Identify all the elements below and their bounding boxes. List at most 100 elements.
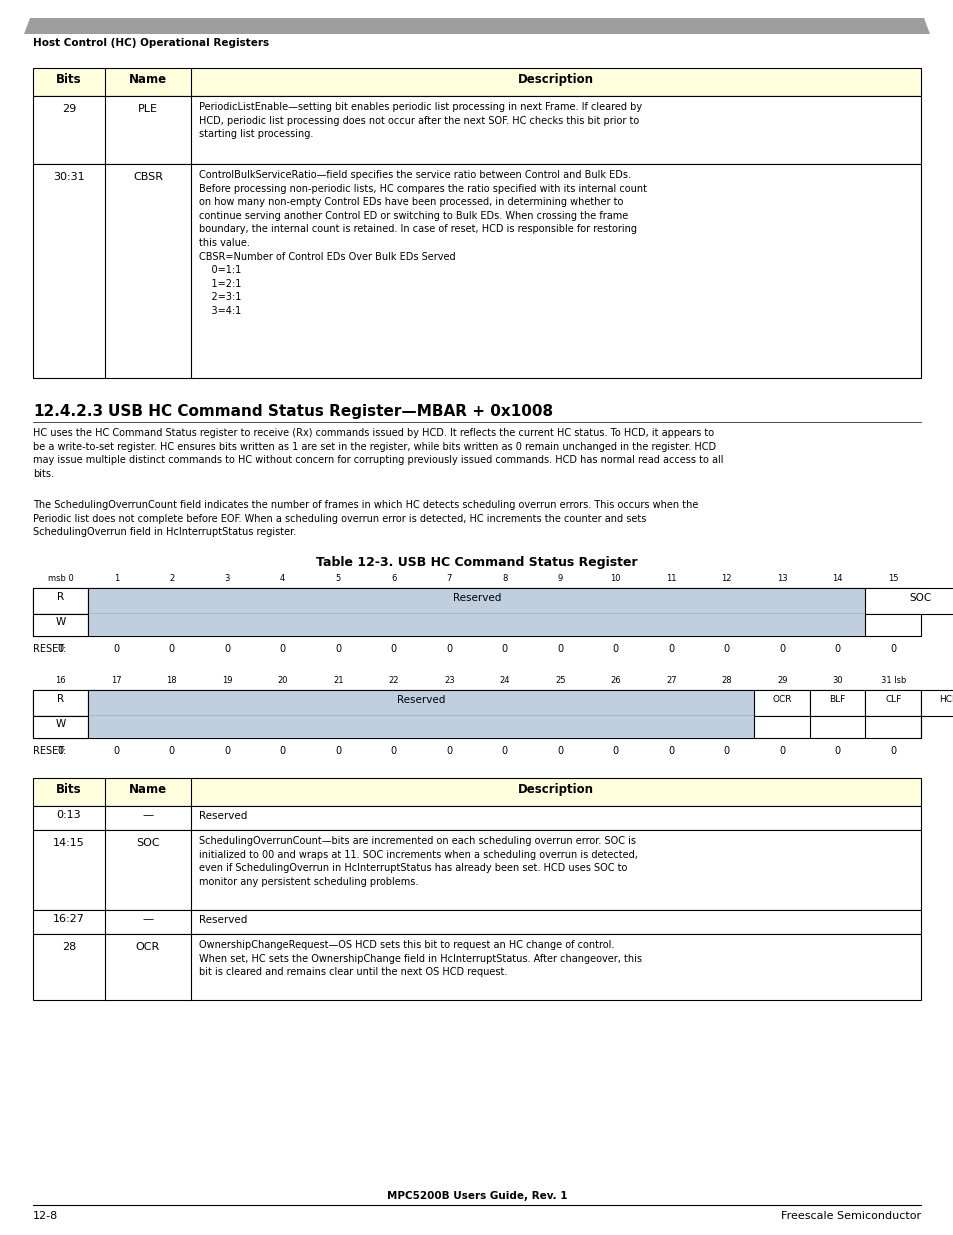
Text: HC uses the HC Command Status register to receive (Rx) commands issued by HCD. I: HC uses the HC Command Status register t… <box>33 429 722 479</box>
Text: SOC: SOC <box>136 839 160 848</box>
Text: RESET:: RESET: <box>33 643 66 655</box>
Bar <box>754 690 809 716</box>
Text: 0: 0 <box>889 746 896 756</box>
Text: 14: 14 <box>832 574 842 583</box>
Bar <box>33 614 89 636</box>
Text: Table 12-3. USB HC Command Status Register: Table 12-3. USB HC Command Status Regist… <box>315 556 638 569</box>
Text: 0: 0 <box>169 746 174 756</box>
Text: 30: 30 <box>832 676 842 685</box>
Text: 20: 20 <box>277 676 288 685</box>
Text: Host Control (HC) Operational Registers: Host Control (HC) Operational Registers <box>33 38 269 48</box>
Bar <box>33 716 89 739</box>
Text: 0: 0 <box>723 746 729 756</box>
Text: 28: 28 <box>720 676 731 685</box>
Text: Description: Description <box>517 783 594 797</box>
Bar <box>33 690 920 716</box>
Text: 0: 0 <box>557 643 562 655</box>
Bar <box>33 588 920 614</box>
Bar <box>89 588 864 614</box>
Text: msb 0: msb 0 <box>48 574 73 583</box>
Text: 0: 0 <box>612 746 618 756</box>
Text: 31 lsb: 31 lsb <box>880 676 905 685</box>
Text: 0: 0 <box>446 746 452 756</box>
Text: RESET:: RESET: <box>33 746 66 756</box>
Text: R: R <box>57 592 64 601</box>
Text: 28: 28 <box>62 942 76 952</box>
Text: 0: 0 <box>279 746 286 756</box>
Text: 29: 29 <box>62 104 76 114</box>
Polygon shape <box>24 19 929 35</box>
Text: Reserved: Reserved <box>396 695 445 705</box>
Text: 10: 10 <box>610 574 620 583</box>
Bar <box>33 934 920 1000</box>
Text: 0: 0 <box>501 643 507 655</box>
Text: 0: 0 <box>224 643 230 655</box>
Text: 26: 26 <box>610 676 620 685</box>
Text: Freescale Semiconductor: Freescale Semiconductor <box>781 1212 920 1221</box>
Text: 21: 21 <box>333 676 343 685</box>
Text: 0: 0 <box>391 746 396 756</box>
Bar <box>33 716 920 739</box>
Text: 7: 7 <box>446 574 452 583</box>
Bar <box>920 690 953 716</box>
Text: 9: 9 <box>558 574 562 583</box>
Bar <box>864 588 953 614</box>
Text: Name: Name <box>129 73 167 86</box>
Text: 11: 11 <box>665 574 676 583</box>
Text: Description: Description <box>517 73 594 86</box>
Text: 14:15: 14:15 <box>53 839 85 848</box>
Text: 13: 13 <box>776 574 787 583</box>
Text: R: R <box>57 694 64 704</box>
Text: —: — <box>142 810 153 820</box>
Text: 0: 0 <box>391 643 396 655</box>
Text: 0: 0 <box>224 746 230 756</box>
Text: 30:31: 30:31 <box>53 172 85 182</box>
Text: OCR: OCR <box>135 942 160 952</box>
Text: Reserved: Reserved <box>199 915 247 925</box>
Text: 0:13: 0:13 <box>56 810 81 820</box>
Text: PeriodicListEnable—setting bit enables periodic list processing in next Frame. I: PeriodicListEnable—setting bit enables p… <box>199 103 641 140</box>
Bar <box>33 68 920 96</box>
Text: 18: 18 <box>166 676 177 685</box>
Text: 24: 24 <box>499 676 510 685</box>
Text: 17: 17 <box>111 676 121 685</box>
Text: Reserved: Reserved <box>453 593 500 603</box>
Text: 8: 8 <box>501 574 507 583</box>
Bar <box>33 96 920 164</box>
Text: 0: 0 <box>57 746 64 756</box>
Text: 0: 0 <box>446 643 452 655</box>
Text: 0: 0 <box>667 643 674 655</box>
Text: 3: 3 <box>224 574 230 583</box>
Text: 0: 0 <box>501 746 507 756</box>
Text: 0: 0 <box>723 643 729 655</box>
Text: SchedulingOverrunCount—bits are incremented on each scheduling overrun error. SO: SchedulingOverrunCount—bits are incremen… <box>199 836 638 887</box>
Text: 0: 0 <box>279 643 286 655</box>
Bar <box>33 778 920 806</box>
Bar <box>864 690 920 716</box>
Text: 0: 0 <box>779 643 784 655</box>
Bar <box>89 716 754 739</box>
Text: 0: 0 <box>335 643 341 655</box>
Text: 25: 25 <box>555 676 565 685</box>
Bar <box>809 690 864 716</box>
Text: MPC5200B Users Guide, Rev. 1: MPC5200B Users Guide, Rev. 1 <box>386 1191 567 1200</box>
Text: 15: 15 <box>887 574 898 583</box>
Text: OwnershipChangeRequest—OS HCD sets this bit to request an HC change of control.
: OwnershipChangeRequest—OS HCD sets this … <box>199 940 641 977</box>
Text: 19: 19 <box>222 676 233 685</box>
Text: 0: 0 <box>169 643 174 655</box>
Text: W: W <box>55 719 66 729</box>
Text: 22: 22 <box>388 676 398 685</box>
Text: 16:27: 16:27 <box>53 914 85 924</box>
Text: 0: 0 <box>667 746 674 756</box>
Text: 4: 4 <box>280 574 285 583</box>
Text: 2: 2 <box>169 574 174 583</box>
Text: 27: 27 <box>665 676 676 685</box>
Text: 0: 0 <box>779 746 784 756</box>
Text: 0: 0 <box>612 643 618 655</box>
Text: 0: 0 <box>889 643 896 655</box>
Text: 12-8: 12-8 <box>33 1212 58 1221</box>
Text: 12: 12 <box>720 574 731 583</box>
Text: PLE: PLE <box>138 104 158 114</box>
Text: SOC: SOC <box>909 593 931 603</box>
Bar <box>33 588 89 614</box>
